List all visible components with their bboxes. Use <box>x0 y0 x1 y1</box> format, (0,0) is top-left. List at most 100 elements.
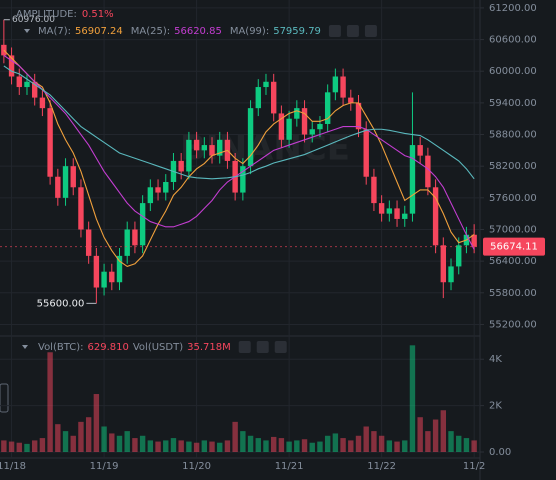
volume-bar <box>432 419 439 452</box>
legend-name: MA(7): <box>38 26 71 37</box>
x-tick-label: 11/18 <box>0 461 26 472</box>
overlay: AMPLITUDE: 0.51% 60976.00 55600.00 MA(7): 569… <box>0 9 545 353</box>
volume-bar <box>270 436 277 452</box>
volume-bar <box>139 435 146 452</box>
volume-bar <box>471 440 477 452</box>
volume-bar <box>55 424 61 452</box>
candle-body <box>85 229 92 256</box>
volume-legend-entry: Vol(USDT) 35.718M <box>133 342 231 353</box>
candle-body <box>62 166 69 198</box>
candle-body <box>193 139 200 151</box>
candle-body <box>132 229 138 246</box>
legend-icon[interactable] <box>238 341 251 353</box>
candle-body <box>332 76 339 93</box>
legend-value: 56620.85 <box>174 26 222 37</box>
volume-bar <box>116 435 123 452</box>
volume-bar <box>409 345 416 452</box>
volume-bar <box>340 438 346 452</box>
low-marker-label: 55600.00 <box>37 298 85 309</box>
volume-bar <box>440 410 447 452</box>
volume-bar <box>132 438 138 452</box>
y-tick-label: 58800.00 <box>489 130 537 141</box>
volume-bar <box>201 440 208 452</box>
x-tick-label: 11/2 <box>463 461 485 472</box>
last-price-tag <box>483 237 545 256</box>
legend-entry: MA(99): 57959.79 <box>230 26 321 37</box>
volume-bar <box>417 417 423 452</box>
y-tick-label: 60600.00 <box>489 35 537 46</box>
watermark: BINANCE <box>180 129 350 169</box>
volume-bar <box>193 442 200 452</box>
y-tick-label: 61200.00 <box>489 3 537 14</box>
volume-bar <box>278 438 285 452</box>
candle-body <box>394 208 400 219</box>
volume-bar <box>456 435 462 452</box>
candle-body <box>355 102 362 130</box>
x-tick-label: 11/19 <box>90 461 119 472</box>
high-marker-label: 60976.00 <box>12 15 55 25</box>
candle-body <box>209 145 215 156</box>
volume-bar <box>301 439 308 452</box>
candle-body <box>39 97 46 109</box>
volume-bar <box>463 438 470 452</box>
legend-icon[interactable] <box>364 25 377 37</box>
volume-bar <box>309 442 315 452</box>
last-price-label: 56674.11 <box>490 242 538 253</box>
volume-bar <box>232 421 238 452</box>
candle-body <box>31 81 38 98</box>
candle-body <box>432 187 439 246</box>
candle-body <box>70 166 76 188</box>
volume-bar <box>402 440 408 452</box>
candle-body <box>163 182 169 193</box>
candle-body <box>363 129 369 177</box>
legend-icon[interactable] <box>346 25 359 37</box>
legend-icon[interactable] <box>274 341 287 353</box>
candle-body <box>155 187 161 193</box>
legend-name: MA(99): <box>230 26 269 37</box>
volume-bar <box>294 440 300 452</box>
volume-bar <box>47 352 53 452</box>
candle-body <box>147 187 154 204</box>
candle-body <box>124 229 130 256</box>
candle-body <box>139 203 146 246</box>
candle-body <box>255 87 261 109</box>
volume-bar <box>85 417 92 452</box>
candle-body <box>101 271 107 288</box>
volume-legend-name: Vol(USDT) <box>133 342 183 353</box>
volume-bar <box>255 438 261 452</box>
collapse-caret[interactable] <box>24 29 30 33</box>
volume-bar <box>16 442 22 452</box>
candle-body <box>409 145 416 214</box>
volume-bar <box>170 438 177 452</box>
y-tick-label: 58200.00 <box>489 161 537 172</box>
candle-body <box>116 255 123 283</box>
volume-bar <box>348 440 354 452</box>
side-toggle[interactable] <box>0 383 9 413</box>
candle-body <box>109 271 115 283</box>
y-tick-label: 56400.00 <box>489 256 537 267</box>
collapse-caret[interactable] <box>22 345 28 349</box>
y-tick-label: 55800.00 <box>489 288 537 299</box>
y-tick-label: 4K <box>489 354 502 365</box>
candle-body <box>286 118 292 140</box>
volume-bar <box>93 394 100 452</box>
legend-icon[interactable] <box>328 25 341 37</box>
candle-body <box>178 160 184 172</box>
volume-bar <box>24 443 30 452</box>
y-tick-label: 0.00 <box>489 447 511 458</box>
volume-legend-name: Vol(BTC): <box>38 342 84 353</box>
plot <box>1 19 477 452</box>
volume-bar <box>101 426 107 452</box>
y-tick-label: 59400.00 <box>489 98 537 109</box>
candle-body <box>270 81 277 114</box>
candle-body <box>186 139 192 172</box>
candle-body <box>217 139 223 156</box>
volume-bar <box>378 435 385 452</box>
volume-bar <box>363 426 369 452</box>
volume-legend-value: 629.810 <box>88 342 129 353</box>
amplitude-label: AMPLITUDE: <box>16 9 77 20</box>
legend-icon[interactable] <box>256 341 269 353</box>
candle-body <box>278 113 285 140</box>
ma-line <box>3 49 475 268</box>
